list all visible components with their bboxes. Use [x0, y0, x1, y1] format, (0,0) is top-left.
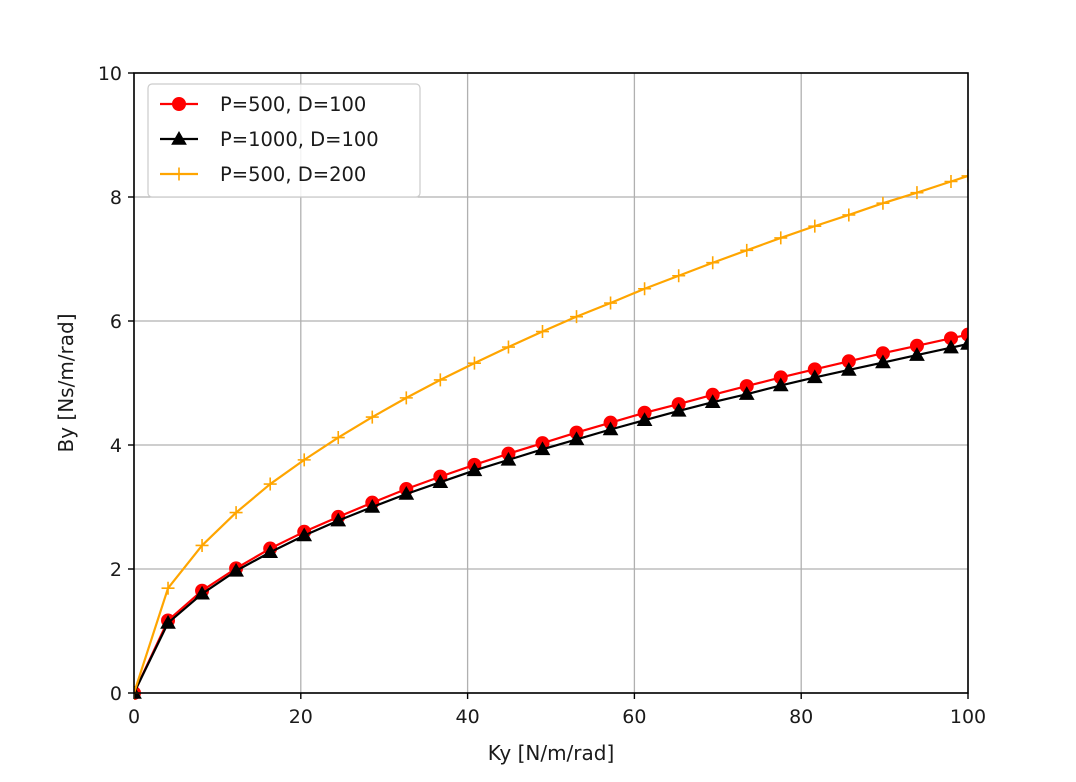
plus-marker	[604, 296, 618, 310]
triangle-marker	[364, 498, 381, 513]
plus-marker	[297, 453, 311, 467]
plus-marker	[535, 325, 549, 339]
circle-marker	[172, 97, 186, 111]
y-tick-label: 0	[110, 683, 122, 705]
series-3	[134, 169, 968, 700]
plus-marker	[570, 310, 584, 324]
plus-marker	[706, 256, 720, 270]
triangle-marker	[943, 339, 959, 354]
plus-marker	[842, 208, 856, 222]
series-line	[134, 174, 968, 694]
plus-marker	[808, 219, 822, 233]
series-2	[134, 335, 968, 699]
triangle-marker	[704, 394, 721, 408]
plus-marker	[944, 175, 958, 188]
plus-marker	[467, 356, 481, 370]
legend-label: P=500, D=200	[220, 163, 366, 186]
y-tick-label: 4	[110, 435, 122, 457]
triangle-marker	[602, 421, 619, 436]
triangle-marker	[500, 451, 517, 466]
y-tick-label: 8	[110, 187, 122, 209]
plus-marker	[638, 282, 652, 296]
legend-item: P=500, D=100	[160, 93, 366, 116]
triangle-marker	[909, 347, 925, 361]
plus-marker	[195, 538, 209, 552]
triangle-marker	[534, 441, 551, 456]
legend-label: P=1000, D=100	[220, 128, 379, 151]
y-axis-title: By [Ns/m/rad]	[54, 313, 78, 452]
plus-marker	[172, 167, 186, 181]
plus-marker	[161, 581, 175, 595]
triangle-marker	[228, 562, 244, 577]
plus-marker	[263, 477, 277, 491]
plus-marker	[229, 506, 243, 520]
circle-marker	[961, 327, 968, 342]
triangle-marker	[194, 585, 210, 600]
x-axis-title: Ky [N/m/rad]	[488, 741, 615, 765]
triangle-marker	[960, 335, 968, 350]
legend-item: P=1000, D=100	[160, 128, 379, 151]
triangle-marker	[296, 527, 313, 542]
plus-marker	[774, 231, 788, 245]
triangle-marker	[772, 377, 789, 392]
legend-label: P=500, D=100	[220, 93, 366, 116]
triangle-marker	[330, 512, 347, 527]
triangle-marker	[262, 544, 279, 559]
y-tick-label: 10	[98, 63, 122, 85]
x-tick-label: 100	[950, 706, 986, 728]
triangle-marker	[466, 462, 483, 477]
legend-item: P=500, D=200	[160, 163, 366, 186]
plot-frame	[133, 72, 969, 694]
plus-marker	[876, 196, 890, 210]
plus-marker	[740, 243, 754, 257]
triangle-marker	[160, 614, 176, 629]
x-tick-label: 0	[128, 706, 140, 728]
x-tick-label: 40	[456, 706, 480, 728]
series-1	[134, 327, 968, 700]
triangle-marker	[670, 402, 687, 417]
plus-marker	[365, 410, 379, 424]
triangle-marker	[432, 474, 449, 488]
triangle-marker	[806, 369, 823, 384]
plus-marker	[501, 340, 515, 354]
plus-marker	[399, 391, 413, 405]
legend-box	[147, 83, 421, 198]
series-line	[134, 333, 968, 694]
x-tick-label: 60	[622, 706, 646, 728]
axis-ticks: 0 20 40 60 80 100 0 2 4 6 8 10	[98, 63, 986, 728]
x-tick-label: 80	[789, 706, 813, 728]
plot-series	[134, 169, 968, 700]
x-tick-label: 20	[289, 706, 313, 728]
triangle-marker	[171, 130, 187, 145]
triangle-marker	[568, 431, 585, 446]
plus-marker	[433, 373, 447, 387]
series-line	[134, 342, 968, 694]
plus-marker	[331, 431, 345, 445]
plus-marker	[961, 169, 968, 183]
triangle-marker	[875, 354, 891, 369]
plus-marker	[672, 269, 686, 283]
y-tick-label: 2	[110, 559, 122, 581]
triangle-marker	[738, 386, 755, 400]
legend: P=500, D=100 P=1000, D=100 P=500, D=200	[147, 83, 421, 198]
triangle-marker	[398, 485, 415, 500]
triangle-marker	[840, 361, 857, 376]
plus-marker	[910, 186, 924, 200]
triangle-marker	[636, 412, 653, 426]
y-tick-label: 6	[110, 311, 122, 333]
